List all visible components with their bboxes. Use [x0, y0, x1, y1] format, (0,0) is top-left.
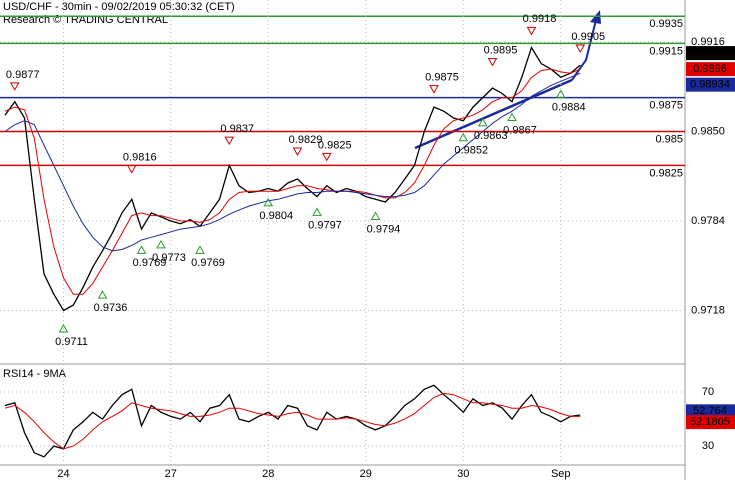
pivot-low: [156, 239, 166, 249]
pivot-low: [555, 89, 566, 98]
pivot-label: 0.9816: [123, 152, 157, 164]
pivot-low: [312, 207, 322, 216]
pivot-label: 0.9877: [6, 69, 40, 81]
pivot-label: 0.9852: [454, 145, 488, 157]
y-tick-label: 30: [702, 440, 714, 452]
pivot-label: 0.9905: [571, 31, 605, 43]
chart-title: USD/CHF - 30min - 09/02/2019 05:30:32 (C…: [3, 1, 235, 13]
price-tag-label: 52.1805: [690, 416, 730, 428]
pivot-low: [263, 197, 274, 207]
series-line: [4, 68, 581, 295]
pivot-low: [477, 117, 488, 127]
pivot-label: 0.9837: [220, 123, 254, 135]
pivot-label: 0.9867: [503, 124, 537, 136]
forecast-arrow: [571, 19, 597, 81]
x-tick-label: 30: [457, 468, 469, 480]
pivot-low: [136, 245, 147, 254]
level-label: 0.9825: [649, 167, 683, 179]
pivot-label: 0.9875: [425, 72, 459, 84]
price-tag-label: 52.764: [693, 405, 727, 417]
series-line: [4, 45, 581, 312]
series-line: [4, 384, 581, 458]
pivot-label: 0.9773: [152, 252, 186, 264]
pivot-label: 0.9884: [552, 101, 586, 113]
pivot-label: 0.9825: [318, 139, 352, 151]
level-label: 0.9935: [649, 18, 683, 30]
pivot-high: [487, 58, 498, 67]
y-tick-label: 0.9784: [691, 215, 725, 227]
price-tag-label: 0.98934: [690, 79, 730, 91]
pivot-label: 0.9769: [191, 257, 225, 269]
pivot-high: [526, 26, 537, 36]
y-tick-label: 70: [702, 386, 714, 398]
level-label: 0.9875: [649, 100, 683, 112]
price-tag: [686, 62, 735, 77]
pivot-high: [126, 165, 137, 174]
pivot-label: 0.9797: [308, 219, 342, 231]
price-tag: [686, 77, 735, 92]
x-tick-label: Sep: [551, 468, 571, 480]
pivot-label: 0.9863: [474, 130, 508, 142]
pivot-label: 0.9736: [94, 302, 128, 314]
y-tick-label: 0.9916: [691, 36, 725, 48]
pivot-label: 0.9794: [367, 223, 401, 235]
pivot-high: [9, 82, 20, 91]
pivot-high: [224, 136, 235, 146]
pivot-high: [292, 147, 303, 156]
price-tag-label: 0.9899: [693, 47, 727, 59]
pivot-label: 0.9804: [259, 210, 293, 222]
pivot-low: [458, 132, 469, 142]
pivot-low: [58, 323, 69, 333]
pivot-label: 0.9918: [523, 13, 557, 25]
series-line: [4, 72, 581, 252]
price-tag: [686, 404, 735, 419]
y-tick-label: 0.9718: [691, 304, 725, 316]
y-tick-label: 0.9850: [691, 125, 725, 137]
x-tick-label: 28: [262, 468, 274, 480]
rsi-title: RSI14 - 9MA: [3, 368, 67, 380]
pivot-label: 0.9769: [133, 257, 167, 269]
price-tag: [686, 415, 735, 430]
pivot-label: 0.9829: [289, 134, 323, 146]
x-tick-label: 29: [360, 468, 372, 480]
series-line: [4, 392, 581, 450]
pivot-label: 0.9711: [55, 336, 88, 348]
pivot-high: [575, 44, 586, 53]
pivot-low: [195, 245, 205, 254]
pivot-high: [429, 85, 439, 94]
pivot-low: [507, 112, 517, 121]
pivot-high: [321, 152, 332, 162]
x-tick-label: 27: [165, 468, 177, 480]
pivot-low: [97, 290, 108, 299]
price-tag: [686, 46, 735, 61]
pivot-low: [370, 211, 381, 220]
price-tag-label: 0.9896: [693, 63, 727, 75]
level-label: 0.9915: [649, 45, 683, 57]
trend-line: [414, 78, 573, 150]
level-label: 0.985: [655, 133, 683, 145]
pivot-label: 0.9895: [484, 44, 518, 56]
x-tick-label: 24: [57, 468, 69, 480]
